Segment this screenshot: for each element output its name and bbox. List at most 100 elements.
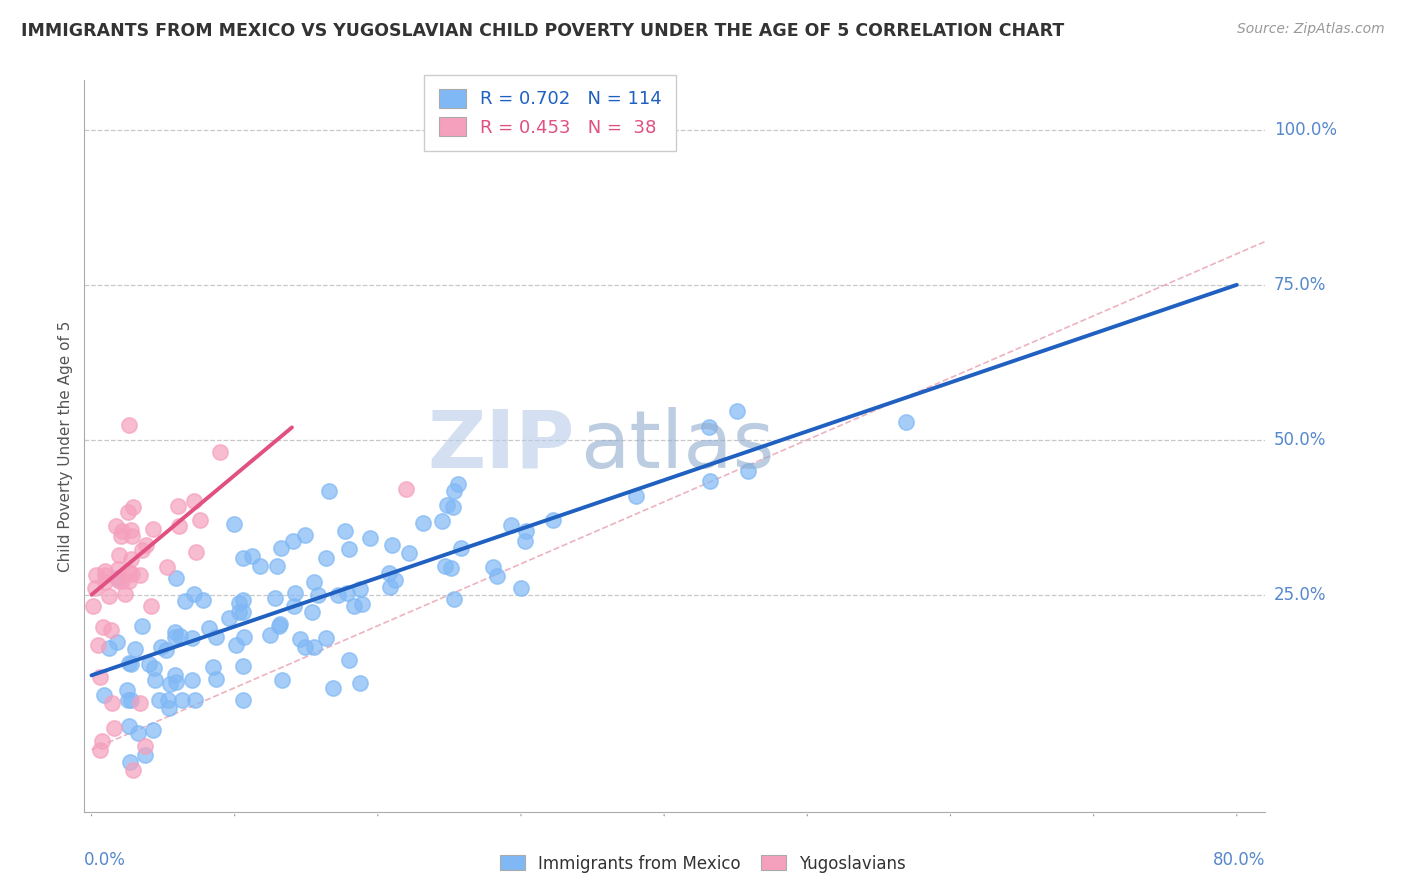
Point [430,514,453,528]
Point [93,688,115,702]
Point [129,567,152,582]
Point [142,723,165,737]
Point [183,693,205,707]
Legend: R = 0.702   N = 114, R = 0.453   N =  38: R = 0.702 N = 114, R = 0.453 N = 38 [425,75,676,152]
Point [499,518,522,533]
Point [336,586,359,600]
Point [156,693,179,707]
Point [89,669,111,683]
Point [114,587,136,601]
Point [111,524,134,538]
Point [157,700,180,714]
Point [290,632,312,647]
Point [124,641,146,656]
Point [156,559,179,574]
Point [103,721,125,735]
Point [101,696,124,710]
Point [541,513,564,527]
Point [183,494,205,508]
Point [218,611,240,625]
Point [117,505,139,519]
Point [315,632,337,646]
Point [281,533,304,548]
Point [240,549,263,563]
Point [294,528,316,542]
Point [121,529,143,543]
Point [322,681,344,695]
Point [204,631,226,645]
Point [134,739,156,754]
Point [302,640,325,655]
Point [440,561,463,575]
Point [94,564,117,578]
Point [120,693,142,707]
Point [165,668,187,682]
Point [169,629,191,643]
Point [120,552,142,566]
Point [384,573,406,587]
Point [145,673,167,688]
Point [259,628,281,642]
Point [380,580,402,594]
Text: 0.0%: 0.0% [84,851,127,869]
Point [232,693,254,707]
Point [181,631,204,645]
Point [138,657,160,671]
Point [120,524,142,538]
Point [443,592,465,607]
Legend: Immigrants from Mexico, Yugoslavians: Immigrants from Mexico, Yugoslavians [494,848,912,880]
Point [183,587,205,601]
Point [264,591,287,606]
Point [283,599,305,614]
Point [624,489,647,503]
Point [350,597,373,611]
Point [318,484,340,499]
Point [225,638,247,652]
Point [87,639,110,653]
Point [120,755,142,769]
Text: 75.0%: 75.0% [1274,276,1326,293]
Point [381,538,404,552]
Point [118,657,141,671]
Point [107,562,129,576]
Point [108,574,131,588]
Point [267,619,290,633]
Point [486,569,509,583]
Point [209,445,232,459]
Point [131,619,153,633]
Point [443,484,465,499]
Point [896,415,918,429]
Point [307,589,329,603]
Point [349,676,371,690]
Point [269,616,291,631]
Point [271,673,294,687]
Point [233,630,256,644]
Point [105,519,128,533]
Point [378,566,401,580]
Point [86,567,108,582]
Point [118,418,141,433]
Y-axis label: Child Poverty Under the Age of 5: Child Poverty Under the Age of 5 [58,320,73,572]
Point [302,575,325,590]
Text: atlas: atlas [581,407,775,485]
Point [343,599,366,614]
Point [515,533,537,548]
Point [118,565,141,579]
Point [180,673,202,688]
Point [82,599,104,613]
Point [315,551,337,566]
Point [105,570,128,584]
Point [118,574,141,588]
Point [515,524,537,538]
Point [166,499,188,513]
Point [188,513,211,527]
Point [232,550,254,565]
Point [222,516,245,531]
Point [118,719,141,733]
Text: 80.0%: 80.0% [1213,851,1265,869]
Point [135,538,157,552]
Point [436,499,458,513]
Point [91,733,114,747]
Point [266,559,288,574]
Point [121,566,143,581]
